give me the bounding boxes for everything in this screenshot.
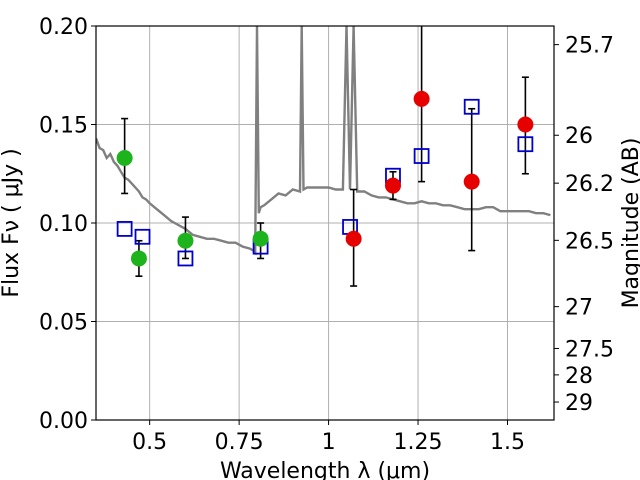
observed-point-red xyxy=(517,116,534,133)
y-axis-label: Flux Fν ( μJy ) xyxy=(0,148,24,297)
x-tick-label: 1 xyxy=(322,430,336,455)
y2-tick-label: 26.2 xyxy=(565,172,614,197)
y2-tick-label: 26 xyxy=(565,124,593,149)
data-markers xyxy=(116,90,534,267)
model-spectrum-line xyxy=(96,26,551,256)
y2-axis-label: Magnitude (AB) xyxy=(619,138,640,309)
x-tick-label: 1.25 xyxy=(394,430,443,455)
observed-point-green xyxy=(177,232,194,249)
y2-tick-label: 28 xyxy=(565,364,593,389)
x-tick-label: 0.75 xyxy=(215,430,264,455)
model-point-square xyxy=(134,228,151,245)
model-point-square xyxy=(413,148,430,164)
observed-point-red xyxy=(345,230,362,247)
observed-point-green xyxy=(116,149,133,166)
x-tick-label: 1.5 xyxy=(490,430,525,455)
y2-tick-label: 27 xyxy=(565,296,593,321)
y2-tick-label: 27.5 xyxy=(565,337,614,362)
model-point-square xyxy=(463,98,480,115)
y-tick-label: 0.15 xyxy=(39,114,88,139)
y-axis-ticks: 0.00 0.05 0.10 0.15 0.20 xyxy=(39,15,96,434)
x-axis-label: Wavelength λ (μm) xyxy=(220,459,430,480)
x-tick-label: 0.5 xyxy=(132,430,167,455)
model-point-square xyxy=(116,221,133,237)
grid-lines xyxy=(96,25,554,421)
y2-tick-label: 26.5 xyxy=(565,229,614,254)
y-tick-label: 0.20 xyxy=(39,15,88,40)
y2-tick-label: 29 xyxy=(565,391,593,416)
observed-point-green xyxy=(252,230,269,247)
y-tick-label: 0.00 xyxy=(39,409,88,434)
observed-point-red xyxy=(463,173,480,190)
observed-point-red xyxy=(413,90,430,107)
observed-point-green xyxy=(130,250,147,267)
y-tick-label: 0.05 xyxy=(39,311,88,336)
x-axis-ticks: 0.5 0.75 1 1.25 1.5 xyxy=(132,420,525,455)
observed-point-red xyxy=(384,177,401,194)
y-tick-label: 0.10 xyxy=(39,212,88,237)
y2-tick-label: 25.7 xyxy=(565,34,614,59)
model-point-square xyxy=(177,250,194,267)
model-point-square xyxy=(517,136,534,153)
